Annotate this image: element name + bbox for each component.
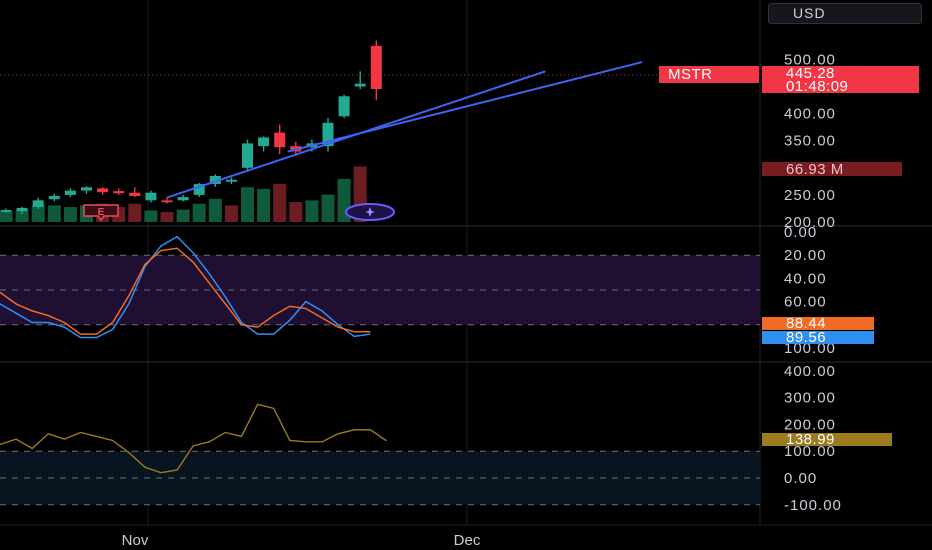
candle-body bbox=[339, 96, 350, 116]
symbol-label: MSTR bbox=[668, 67, 713, 82]
cci-tick-label: 0.00 bbox=[784, 470, 817, 487]
candle-body bbox=[33, 200, 44, 207]
volume-bar bbox=[64, 207, 77, 222]
candle-body bbox=[371, 46, 382, 89]
volume-bar bbox=[273, 184, 286, 222]
volume-bar bbox=[257, 189, 270, 222]
price-tick-label: 400.00 bbox=[784, 106, 836, 123]
earnings-marker-label: E bbox=[98, 207, 105, 218]
candle-body bbox=[129, 193, 140, 196]
event-marker-icon[interactable] bbox=[346, 204, 394, 220]
bar-countdown-label: 01:48:09 bbox=[786, 79, 848, 94]
volume-bar bbox=[128, 204, 141, 222]
time-tick-label: Nov bbox=[122, 532, 149, 549]
stoch-tick-label: 20.00 bbox=[784, 247, 827, 264]
volume-bar bbox=[161, 212, 174, 222]
stoch-tick-label: 60.00 bbox=[784, 294, 827, 311]
price-tick-label: 250.00 bbox=[784, 187, 836, 204]
volume-bar bbox=[144, 210, 157, 222]
stoch-k-value-label: 89.56 bbox=[786, 330, 826, 345]
price-tick-label: 350.00 bbox=[784, 133, 836, 150]
candle-body bbox=[17, 208, 28, 211]
cci-tick-label: -100.00 bbox=[784, 497, 842, 514]
candle-body bbox=[274, 133, 285, 148]
candle-body bbox=[162, 200, 173, 202]
volume-bar bbox=[48, 205, 61, 222]
candle-body bbox=[258, 137, 269, 146]
cci-value-label: 138.99 bbox=[786, 432, 835, 447]
volume-bar bbox=[0, 212, 13, 222]
volume-bar bbox=[209, 199, 222, 222]
volume-bar bbox=[193, 204, 206, 222]
candle-body bbox=[81, 187, 92, 190]
volume-bar bbox=[322, 195, 335, 222]
volume-bar bbox=[305, 200, 318, 222]
candle-body bbox=[49, 196, 60, 199]
cci-tick-label: 400.00 bbox=[784, 363, 836, 380]
cci-tick-label: 300.00 bbox=[784, 390, 836, 407]
candle-body bbox=[242, 143, 253, 167]
candle-body bbox=[65, 191, 76, 195]
candle-body bbox=[145, 193, 156, 201]
stoch-tick-label: 0.00 bbox=[784, 224, 817, 241]
volume-bar bbox=[177, 210, 190, 222]
volume-bar bbox=[225, 205, 238, 222]
time-tick-label: Dec bbox=[454, 532, 481, 549]
candle-body bbox=[355, 84, 366, 87]
candle-body bbox=[97, 188, 108, 192]
stoch-tick-label: 40.00 bbox=[784, 270, 827, 287]
candle-body bbox=[226, 180, 237, 182]
candle-body bbox=[1, 210, 12, 212]
candle-body bbox=[113, 191, 124, 193]
currency-selector[interactable]: USD bbox=[768, 3, 922, 24]
volume-value-label: 66.93 M bbox=[786, 162, 844, 177]
volume-bar bbox=[289, 202, 302, 222]
candle-body bbox=[178, 197, 189, 200]
volume-bar bbox=[241, 187, 254, 222]
